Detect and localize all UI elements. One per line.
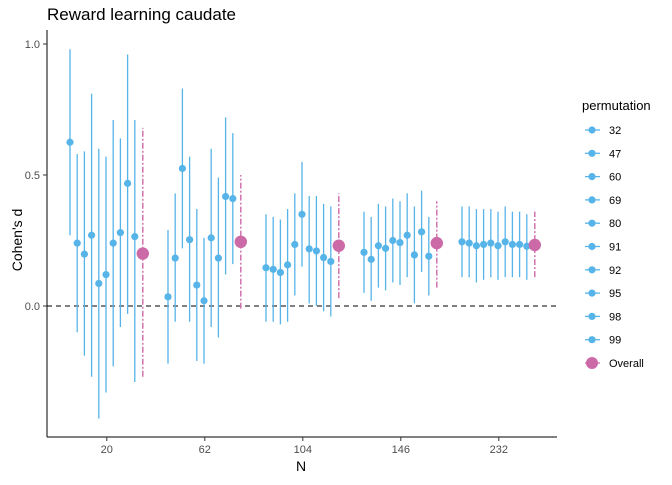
legend-key-marker [588, 219, 596, 227]
legend-label: 92 [609, 265, 621, 277]
data-point [66, 138, 74, 146]
data-point [360, 248, 368, 256]
legend-key-marker [588, 312, 596, 320]
y-tick-label: 0.5 [25, 170, 40, 182]
data-point [193, 281, 201, 289]
data-point [396, 238, 404, 247]
data-point [124, 179, 132, 187]
data-point [164, 293, 172, 301]
y-tick-label: 0.0 [25, 301, 40, 313]
data-point [262, 264, 270, 272]
legend-key-marker [588, 289, 596, 297]
data-point [410, 251, 418, 259]
data-point [178, 164, 186, 173]
data-point [229, 194, 237, 203]
legend-label: 91 [609, 242, 621, 254]
data-point [95, 279, 103, 288]
data-point [480, 240, 488, 249]
x-tick-label: 104 [294, 444, 312, 456]
data-point [472, 242, 480, 250]
data-point [425, 252, 433, 260]
legend-key-marker [588, 336, 596, 344]
plot-area: 0.0 0.5 1.0 20 62 104 146 232 [25, 30, 557, 456]
y-tick-label: 1.0 [25, 39, 40, 51]
data-point [116, 229, 124, 237]
data-point [458, 238, 466, 246]
data-point [102, 270, 110, 279]
data-point [276, 268, 284, 277]
data-point [291, 240, 299, 249]
legend-label: 69 [609, 195, 621, 207]
overall-point [332, 239, 345, 252]
data-point [494, 242, 502, 250]
data-point [389, 236, 397, 245]
data-point [327, 257, 335, 266]
legend-label: 60 [609, 172, 621, 184]
data-point [305, 245, 313, 253]
legend-label: 99 [609, 335, 621, 347]
legend-title: permutation [582, 98, 651, 113]
data-point [73, 239, 81, 247]
overall-point [430, 236, 443, 250]
legend-key-marker [588, 173, 596, 181]
data-point [508, 240, 516, 249]
legend-key-marker [588, 196, 596, 204]
data-point [214, 254, 222, 262]
data-point [222, 192, 230, 201]
data-point [367, 255, 375, 263]
data-point [374, 242, 382, 250]
data-point [284, 261, 292, 269]
data-point [131, 232, 139, 241]
x-tick-label: 20 [101, 444, 113, 456]
data-point [298, 210, 306, 218]
data-point [88, 231, 96, 239]
data-point [207, 234, 215, 242]
x-tick-label: 62 [199, 444, 211, 456]
legend-label: 80 [609, 218, 621, 230]
data-point [186, 236, 194, 244]
data-point [465, 239, 473, 247]
overall-point [234, 235, 247, 249]
x-tick-label: 146 [392, 444, 410, 456]
y-axis-label: Cohen's d [9, 209, 25, 272]
overall-point [136, 247, 149, 260]
data-point [171, 254, 179, 262]
legend-label: 95 [609, 288, 621, 300]
legend-label: Overall [609, 358, 644, 370]
legend-key-marker [588, 149, 596, 157]
data-point [312, 247, 320, 255]
data-point [487, 239, 495, 247]
x-tick-label: 232 [490, 444, 508, 456]
legend-label: 98 [609, 311, 621, 323]
chart-title: Reward learning caudate [47, 5, 236, 24]
data-point [403, 231, 411, 239]
data-point [320, 253, 328, 262]
legend-label: 47 [609, 148, 621, 160]
legend-label: 32 [609, 125, 621, 137]
x-axis-label: N [296, 458, 306, 474]
legend: permutation 32 47 60 69 80 91 92 95 98 99 Overall [582, 98, 651, 370]
legend-key-marker [586, 357, 598, 369]
legend-key-marker [588, 266, 596, 274]
data-point [516, 240, 524, 249]
data-point [501, 238, 509, 246]
data-point [200, 297, 208, 305]
data-point [523, 242, 531, 250]
data-point [382, 244, 390, 252]
legend-key-marker [588, 126, 596, 134]
legend-key-marker [588, 242, 596, 251]
data-point [418, 228, 426, 236]
data-point [269, 265, 277, 273]
data-point [80, 250, 88, 258]
data-point [109, 239, 117, 247]
overall-point [528, 238, 541, 252]
